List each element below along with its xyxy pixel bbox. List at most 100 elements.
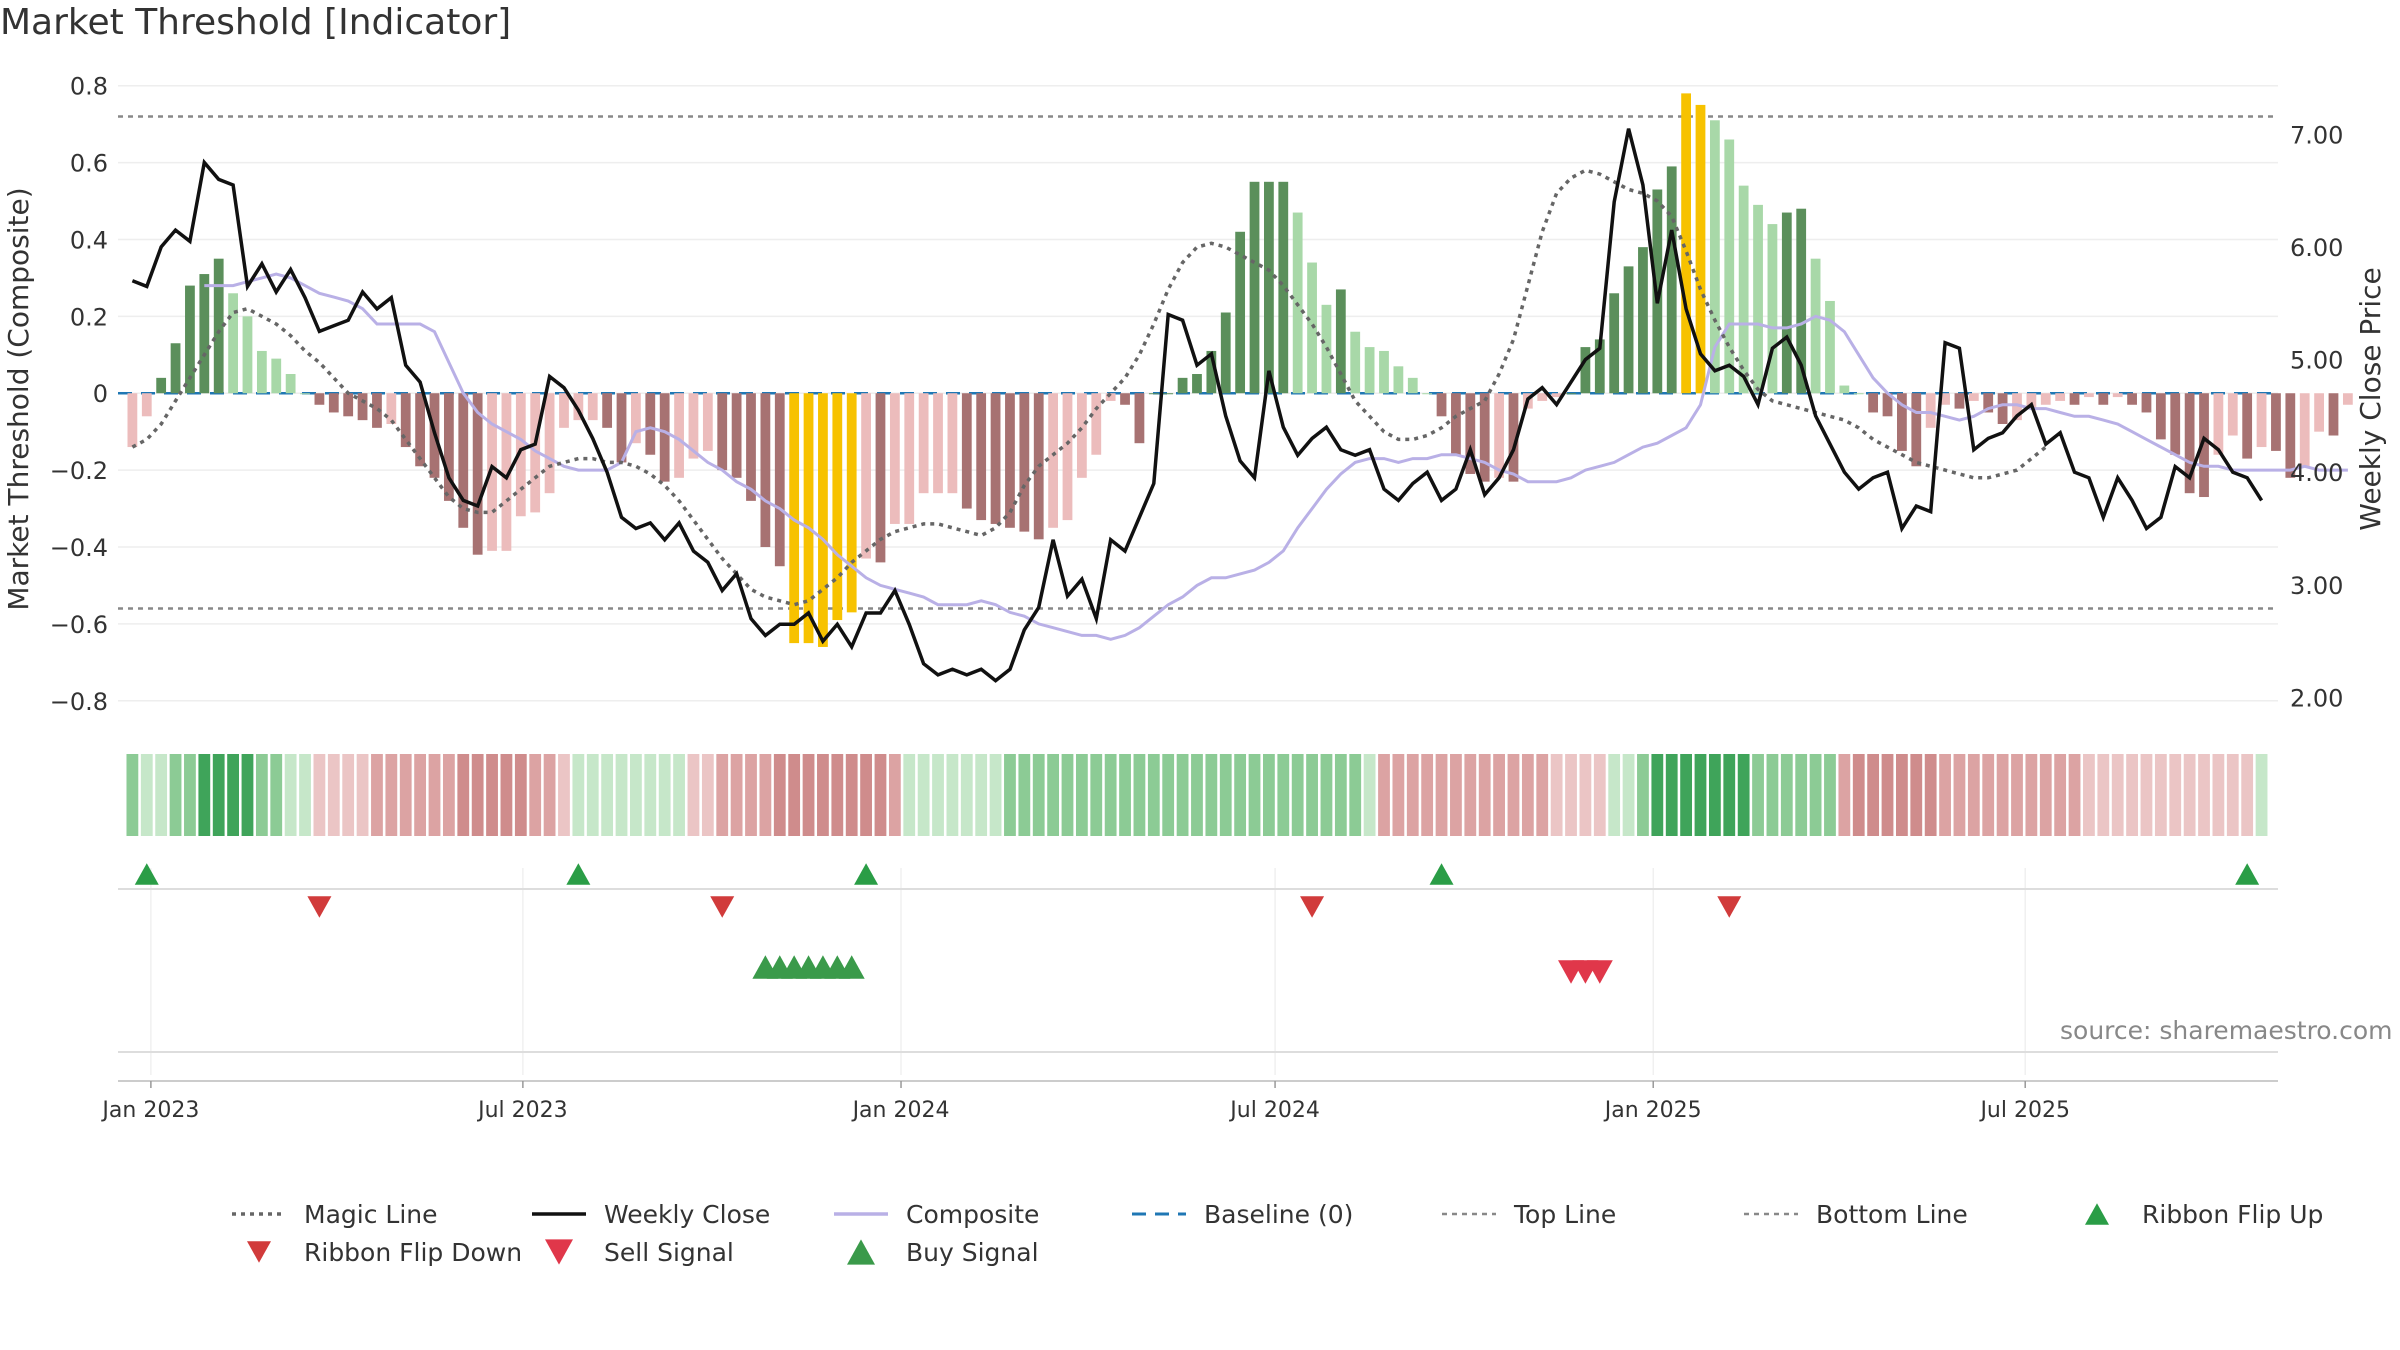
ribbon-flip-down-marker xyxy=(710,896,735,918)
ribbon-cell xyxy=(1910,754,1923,836)
composite-bar xyxy=(1983,393,1994,413)
composite-bar xyxy=(199,274,210,394)
ribbon-strip xyxy=(126,754,2268,836)
ribbon-cell xyxy=(255,754,268,836)
line-layer xyxy=(131,128,2348,683)
magic-line xyxy=(131,168,2047,607)
buy-signal-marker xyxy=(838,955,865,979)
ribbon-cell xyxy=(2011,754,2023,836)
ribbon-cell xyxy=(385,754,398,836)
ribbon-cell xyxy=(212,754,225,836)
composite-bar xyxy=(314,393,325,405)
composite-bar xyxy=(1911,393,1922,467)
ribbon-cell xyxy=(529,754,542,836)
chart-title: Market Threshold [Indicator] xyxy=(0,2,512,43)
legend-label: Weekly Close xyxy=(604,1199,771,1229)
ribbon-cell xyxy=(960,754,973,836)
composite-bar xyxy=(127,393,138,448)
composite-bar xyxy=(2242,393,2253,459)
y2-axis-label: Weekly Close Price xyxy=(2354,267,2387,530)
composite-bar xyxy=(443,393,454,501)
composite-bar xyxy=(1968,393,1979,401)
ribbon-cell xyxy=(1162,754,1175,836)
ribbon-cell xyxy=(284,754,297,836)
ribbon-cell xyxy=(644,754,657,836)
composite-bar xyxy=(2184,393,2195,494)
ribbon-cell xyxy=(1939,754,1951,836)
ribbon-cell xyxy=(1881,754,1894,836)
ribbon-cell xyxy=(917,754,930,836)
composite-line xyxy=(204,272,2348,641)
x-tick-label: Jan 2025 xyxy=(1603,1098,1702,1123)
chart-canvas: −0.8 −0.6 −0.4 −0.2 0 0.2 0.4 0.6 0.8 2.00 3.00 4.0… xyxy=(2,73,2387,1123)
ribbon-cell xyxy=(1478,754,1491,836)
ribbon-cell xyxy=(1378,754,1390,836)
ribbon-cell xyxy=(1234,754,1247,836)
ribbon-cell xyxy=(2241,754,2254,836)
composite-bar xyxy=(760,393,771,548)
flip-up-legend-swatch xyxy=(2085,1203,2109,1225)
composite-bar xyxy=(1105,393,1116,401)
composite-bar xyxy=(702,393,713,451)
composite-bar xyxy=(1364,347,1375,394)
legend-swatch-marker xyxy=(247,1241,271,1263)
ribbon-cell xyxy=(1694,754,1707,836)
ribbon-cell xyxy=(270,754,283,836)
composite-bar xyxy=(487,393,497,551)
ribbon-cell xyxy=(773,754,786,836)
composite-bar xyxy=(1062,393,1073,521)
composite-bar xyxy=(1076,393,1087,478)
legend-item-bottom: Bottom Line xyxy=(1742,1196,1968,1232)
x-tick-label: Jan 2023 xyxy=(100,1098,199,1123)
y-axis-label: Market Threshold (Composite) xyxy=(2,187,35,610)
composite-bar xyxy=(1148,393,1159,395)
ribbon-cell xyxy=(601,754,614,836)
ribbon-cell xyxy=(2226,754,2239,836)
composite-bar xyxy=(2055,393,2066,401)
ribbon-cell xyxy=(1967,754,1980,836)
ribbon-cell xyxy=(1507,754,1520,836)
ribbon-cell xyxy=(342,754,355,836)
y-tick-label: −0.8 xyxy=(50,688,108,716)
composite-bar xyxy=(141,393,152,417)
ribbon-cell xyxy=(1464,754,1477,836)
composite-bar xyxy=(285,374,296,394)
composite-bar xyxy=(2155,393,2166,440)
composite-bar xyxy=(1868,393,1879,413)
ribbon-cell xyxy=(471,754,484,836)
composite-bar xyxy=(717,393,728,471)
composite-bar xyxy=(415,393,426,467)
ribbon-cell xyxy=(1406,754,1419,836)
composite-bar xyxy=(1508,393,1519,482)
composite-bar xyxy=(774,393,785,567)
ribbon-cell xyxy=(1651,754,1664,836)
ribbon-cell xyxy=(1306,754,1318,836)
ribbon-flip-up-marker xyxy=(854,863,879,885)
composite-bar xyxy=(2342,393,2353,405)
x-tick-label: Jul 2024 xyxy=(1228,1098,1320,1123)
ribbon-cell xyxy=(1291,754,1304,836)
ribbon-cell xyxy=(845,754,858,836)
ribbon-flip-down-marker xyxy=(1717,896,1742,918)
composite-bar xyxy=(976,393,987,521)
ribbon-cell xyxy=(1191,754,1203,836)
composite-bar xyxy=(1997,393,2008,424)
composite-bar xyxy=(515,393,526,517)
composite-bar xyxy=(846,393,857,613)
ribbon-cell xyxy=(1852,754,1865,836)
legend-label: Top Line xyxy=(1514,1199,1617,1229)
composite-bar xyxy=(2098,393,2109,405)
ribbon-cell xyxy=(630,754,642,836)
ribbon-cell xyxy=(860,754,872,836)
y-tick-label: 0.8 xyxy=(70,73,108,101)
composite-bar xyxy=(357,393,368,421)
composite-bar xyxy=(1264,181,1274,394)
ribbon-cell xyxy=(1147,754,1160,836)
ribbon-cell xyxy=(1349,754,1362,836)
composite-bar xyxy=(1235,231,1246,394)
composite-bar xyxy=(185,285,195,394)
composite-bar xyxy=(1925,393,1936,428)
ribbon-cell xyxy=(1536,754,1549,836)
ribbon-cell xyxy=(313,754,326,836)
composite-bar xyxy=(2227,393,2238,436)
